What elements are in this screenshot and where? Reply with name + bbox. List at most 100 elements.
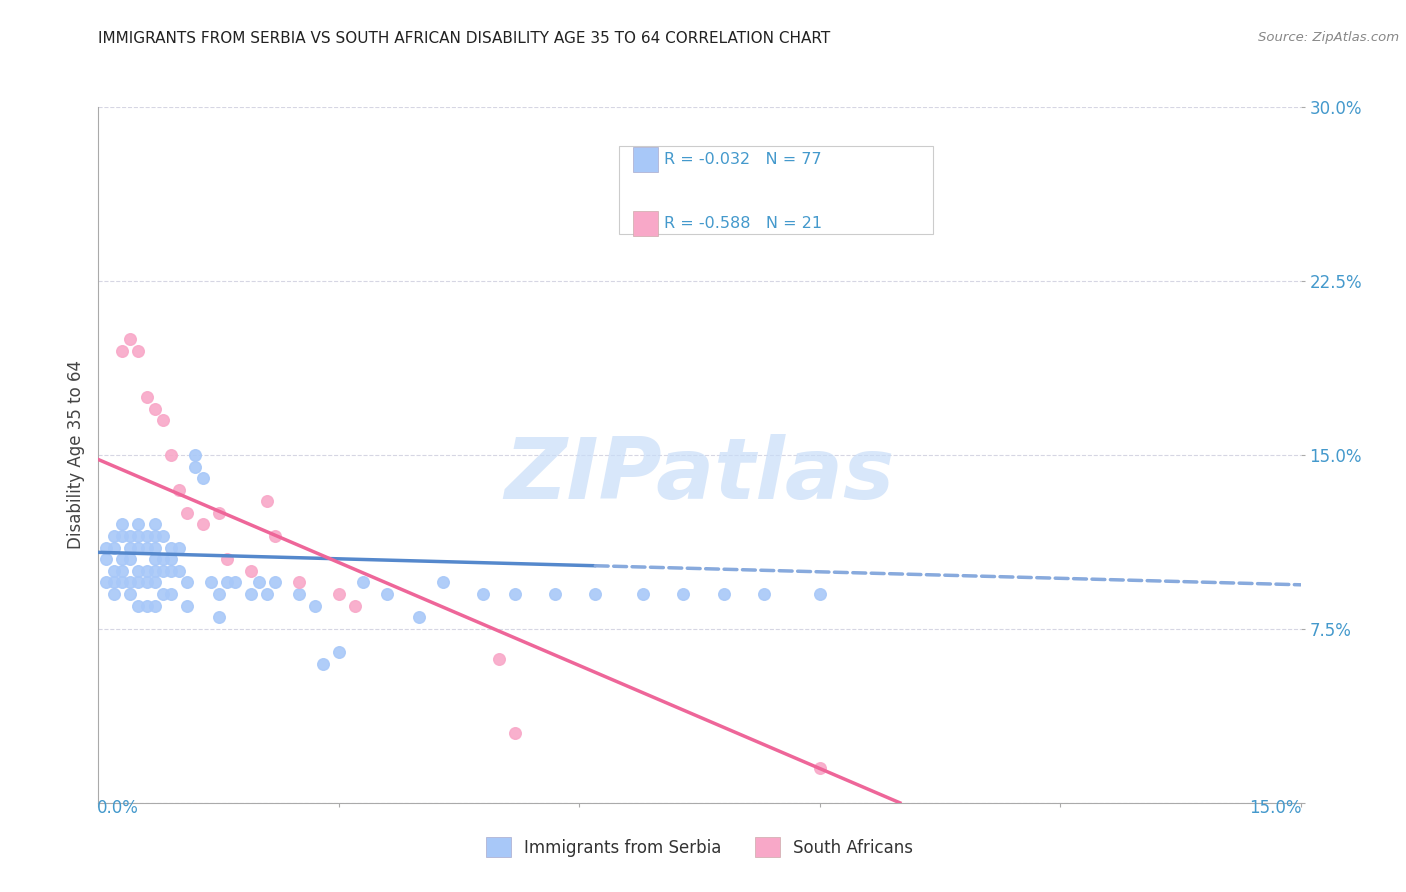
Point — [808, 761, 831, 775]
Text: Source: ZipAtlas.com: Source: ZipAtlas.com — [1258, 31, 1399, 45]
Point — [159, 564, 181, 578]
Point — [183, 459, 205, 474]
Y-axis label: Disability Age 35 to 64: Disability Age 35 to 64 — [66, 360, 84, 549]
Point — [215, 552, 238, 566]
Point — [312, 657, 335, 671]
Point — [135, 541, 157, 555]
Point — [135, 599, 157, 613]
Point — [128, 564, 150, 578]
Point — [200, 575, 222, 590]
Point — [120, 552, 142, 566]
Point — [96, 541, 118, 555]
Point — [111, 575, 134, 590]
Text: ZIPatlas: ZIPatlas — [505, 434, 894, 517]
Point — [96, 575, 118, 590]
Point — [256, 494, 278, 508]
Point — [135, 529, 157, 543]
Point — [103, 587, 125, 601]
Point — [672, 587, 695, 601]
Point — [239, 564, 262, 578]
Point — [128, 517, 150, 532]
Point — [239, 587, 262, 601]
Point — [128, 529, 150, 543]
Point — [208, 506, 231, 520]
Point — [111, 564, 134, 578]
Point — [96, 552, 118, 566]
Point — [120, 529, 142, 543]
Point — [752, 587, 775, 601]
Point — [135, 575, 157, 590]
Point — [633, 587, 655, 601]
Point — [176, 575, 198, 590]
Text: R = -0.032   N = 77: R = -0.032 N = 77 — [664, 152, 821, 167]
Point — [143, 575, 166, 590]
Point — [176, 506, 198, 520]
Point — [263, 575, 285, 590]
Point — [183, 448, 205, 462]
Point — [503, 587, 526, 601]
Point — [135, 390, 157, 404]
Point — [159, 552, 181, 566]
Point — [152, 529, 174, 543]
Point — [352, 575, 374, 590]
Point — [288, 575, 311, 590]
Text: 0.0%: 0.0% — [97, 799, 139, 817]
Text: IMMIGRANTS FROM SERBIA VS SOUTH AFRICAN DISABILITY AGE 35 TO 64 CORRELATION CHAR: IMMIGRANTS FROM SERBIA VS SOUTH AFRICAN … — [98, 31, 831, 46]
Point — [328, 645, 350, 659]
Point — [208, 610, 231, 624]
Point — [544, 587, 567, 601]
Legend: Immigrants from Serbia, South Africans: Immigrants from Serbia, South Africans — [479, 830, 920, 864]
Point — [135, 564, 157, 578]
Point — [120, 587, 142, 601]
Point — [503, 726, 526, 740]
Point — [111, 517, 134, 532]
Point — [103, 564, 125, 578]
Point — [152, 587, 174, 601]
Point — [167, 483, 190, 497]
Point — [488, 652, 510, 666]
Point — [143, 599, 166, 613]
Point — [143, 552, 166, 566]
Text: 15.0%: 15.0% — [1250, 799, 1302, 817]
Point — [128, 599, 150, 613]
Point — [143, 529, 166, 543]
Point — [191, 517, 214, 532]
Text: R = -0.588   N = 21: R = -0.588 N = 21 — [664, 216, 821, 231]
Point — [328, 587, 350, 601]
Point — [120, 541, 142, 555]
Point — [111, 529, 134, 543]
Point — [152, 552, 174, 566]
Point — [143, 541, 166, 555]
Point — [432, 575, 454, 590]
Point — [304, 599, 326, 613]
Point — [111, 552, 134, 566]
Point — [103, 529, 125, 543]
Point — [143, 564, 166, 578]
Point — [103, 575, 125, 590]
Point — [256, 587, 278, 601]
Point — [120, 332, 142, 346]
Point — [375, 587, 398, 601]
Point — [176, 599, 198, 613]
Point — [288, 587, 311, 601]
Point — [128, 575, 150, 590]
Point — [713, 587, 735, 601]
Point — [159, 541, 181, 555]
Point — [263, 529, 285, 543]
Point — [191, 471, 214, 485]
Point — [224, 575, 246, 590]
Point — [208, 587, 231, 601]
Point — [143, 401, 166, 416]
Point — [143, 517, 166, 532]
Point — [167, 564, 190, 578]
Point — [343, 599, 366, 613]
Point — [103, 541, 125, 555]
Point — [583, 587, 606, 601]
Point — [120, 575, 142, 590]
Point — [159, 448, 181, 462]
Point — [215, 575, 238, 590]
Point — [408, 610, 430, 624]
Point — [128, 541, 150, 555]
Point — [808, 587, 831, 601]
Point — [128, 343, 150, 358]
